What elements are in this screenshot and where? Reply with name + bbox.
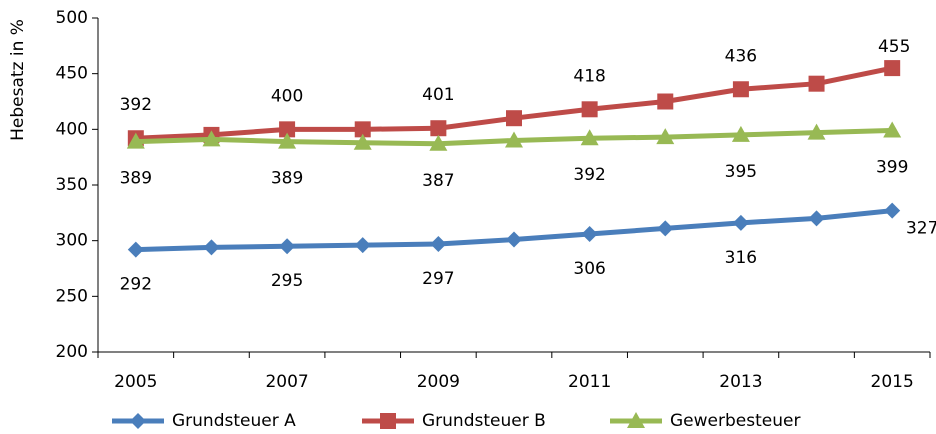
legend-label: Grundsteuer B xyxy=(422,411,546,431)
marker xyxy=(732,81,749,98)
data-label: 327 xyxy=(906,219,936,239)
data-label: 389 xyxy=(271,169,303,189)
marker xyxy=(430,236,447,253)
marker xyxy=(884,60,901,77)
x-tick-label: 2007 xyxy=(265,372,308,392)
data-label: 306 xyxy=(573,259,605,279)
marker xyxy=(429,134,448,151)
y-tick-label: 300 xyxy=(56,231,88,251)
marker xyxy=(657,220,674,237)
marker xyxy=(627,412,645,428)
marker xyxy=(126,132,145,149)
data-label: 292 xyxy=(120,275,152,295)
marker xyxy=(506,231,522,248)
x-tick-label: 2013 xyxy=(719,372,762,392)
marker xyxy=(380,413,396,429)
x-tick-label: 2009 xyxy=(417,372,460,392)
marker xyxy=(580,129,599,146)
data-label: 316 xyxy=(725,248,757,268)
marker xyxy=(807,123,826,140)
marker xyxy=(353,133,372,150)
x-tick-label: 2015 xyxy=(871,372,914,392)
data-label: 395 xyxy=(725,162,757,182)
data-label: 392 xyxy=(120,95,152,115)
x-tick-label: 2005 xyxy=(114,372,157,392)
marker xyxy=(808,75,825,92)
data-label: 387 xyxy=(422,171,454,191)
marker xyxy=(354,121,371,138)
marker xyxy=(581,225,598,242)
data-label: 392 xyxy=(573,165,605,185)
y-tick-label: 500 xyxy=(56,8,88,28)
data-label: 418 xyxy=(573,66,605,86)
marker xyxy=(279,238,296,255)
marker xyxy=(732,214,749,231)
series-line xyxy=(135,65,893,141)
marker xyxy=(354,237,371,254)
marker xyxy=(430,120,447,137)
data-label: 400 xyxy=(271,86,303,106)
marker xyxy=(506,110,522,127)
marker xyxy=(127,241,144,258)
data-label: 399 xyxy=(876,157,908,177)
data-label: 297 xyxy=(422,269,454,289)
marker xyxy=(130,413,146,429)
marker xyxy=(202,130,221,147)
marker xyxy=(203,239,220,256)
marker xyxy=(883,121,902,138)
marker xyxy=(884,202,901,219)
marker xyxy=(505,131,523,148)
series: 389 389 387 392 395 399 xyxy=(120,121,908,191)
marker xyxy=(278,132,297,149)
y-axis-label: Hebesatz in % xyxy=(8,19,28,141)
y-tick-label: 200 xyxy=(56,342,88,362)
y-tick-label: 450 xyxy=(56,64,88,84)
data-label: 436 xyxy=(725,46,757,66)
marker xyxy=(279,121,296,138)
data-label: 401 xyxy=(422,85,454,105)
y-tick-label: 250 xyxy=(56,286,88,306)
marker xyxy=(731,125,750,142)
marker xyxy=(657,93,674,110)
legend-label: Grundsteuer A xyxy=(172,411,296,431)
data-label: 295 xyxy=(271,271,303,291)
legend-label: Gewerbesteuer xyxy=(670,411,800,431)
series: 292 295 297 306 316 327 xyxy=(120,202,936,295)
data-label: 455 xyxy=(878,37,910,57)
x-tick-label: 2011 xyxy=(568,372,611,392)
data-label: 389 xyxy=(120,169,152,189)
series: 392 400 401 418 436 455 xyxy=(120,37,910,147)
marker xyxy=(808,210,825,227)
y-tick-label: 350 xyxy=(56,175,88,195)
marker xyxy=(581,101,598,118)
y-tick-label: 400 xyxy=(56,119,88,139)
marker xyxy=(656,128,675,145)
